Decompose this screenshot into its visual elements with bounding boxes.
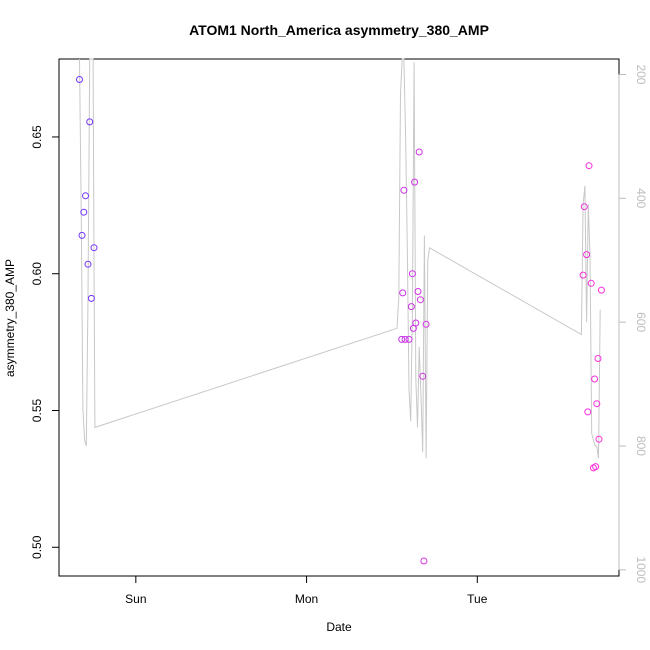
data-point — [419, 372, 427, 380]
data-point — [594, 355, 602, 362]
data-point — [407, 303, 415, 311]
y2-tick-label: 200 — [634, 64, 648, 84]
data-point — [585, 162, 593, 170]
data-point — [583, 251, 591, 259]
data-point — [80, 208, 88, 216]
data-point — [82, 192, 89, 200]
data-point — [592, 463, 600, 471]
data-point — [584, 408, 592, 416]
y2-tick-label: 1000 — [634, 556, 648, 583]
y-tick-label: 0.50 — [30, 535, 44, 559]
data-point — [591, 375, 599, 383]
line-series — [79, 58, 601, 459]
data-point — [587, 279, 595, 287]
data-point — [398, 335, 406, 343]
data-point — [408, 270, 416, 278]
data-point — [86, 118, 94, 126]
chart-title: ATOM1 North_America asymmetry_380_AMP — [189, 22, 489, 38]
data-point — [579, 271, 587, 279]
y-axis: 0.50 0.55 0.60 0.65 — [30, 125, 60, 559]
x-axis-label: Date — [326, 620, 352, 634]
series-line — [79, 58, 601, 459]
y-tick-label: 0.60 — [30, 262, 44, 286]
data-point — [412, 319, 420, 327]
data-point — [405, 335, 413, 343]
data-point — [414, 288, 422, 295]
data-point — [415, 148, 423, 156]
data-point — [400, 186, 408, 194]
x-tick-label: Mon — [295, 592, 318, 606]
data-point — [401, 335, 409, 343]
data-point — [593, 400, 601, 408]
x-tick-label: Tue — [467, 592, 488, 606]
data-point — [76, 76, 83, 83]
data-point — [90, 244, 98, 252]
plot-frame — [58, 58, 620, 577]
y-tick-label: 0.65 — [30, 125, 44, 149]
data-point — [411, 178, 419, 186]
y2-tick-label: 400 — [634, 188, 648, 208]
y2-axis: 200 400 600 800 1000 — [618, 64, 648, 583]
y2-tick-label: 800 — [634, 436, 648, 456]
data-point — [420, 557, 428, 565]
y-axis-label: asymmetry_380_AMP — [3, 259, 17, 377]
x-axis: Sun Mon Tue — [125, 575, 488, 606]
data-point — [84, 260, 92, 268]
data-point — [78, 231, 86, 239]
data-point — [580, 203, 588, 211]
y-tick-label: 0.55 — [30, 399, 44, 423]
data-point — [595, 435, 603, 443]
y2-tick-label: 600 — [634, 312, 648, 332]
point-series — [76, 76, 605, 565]
data-point — [87, 294, 95, 302]
data-point — [422, 320, 430, 328]
data-point — [597, 286, 605, 294]
data-point — [399, 289, 407, 297]
data-point — [416, 296, 424, 304]
x-tick-label: Sun — [125, 592, 146, 606]
